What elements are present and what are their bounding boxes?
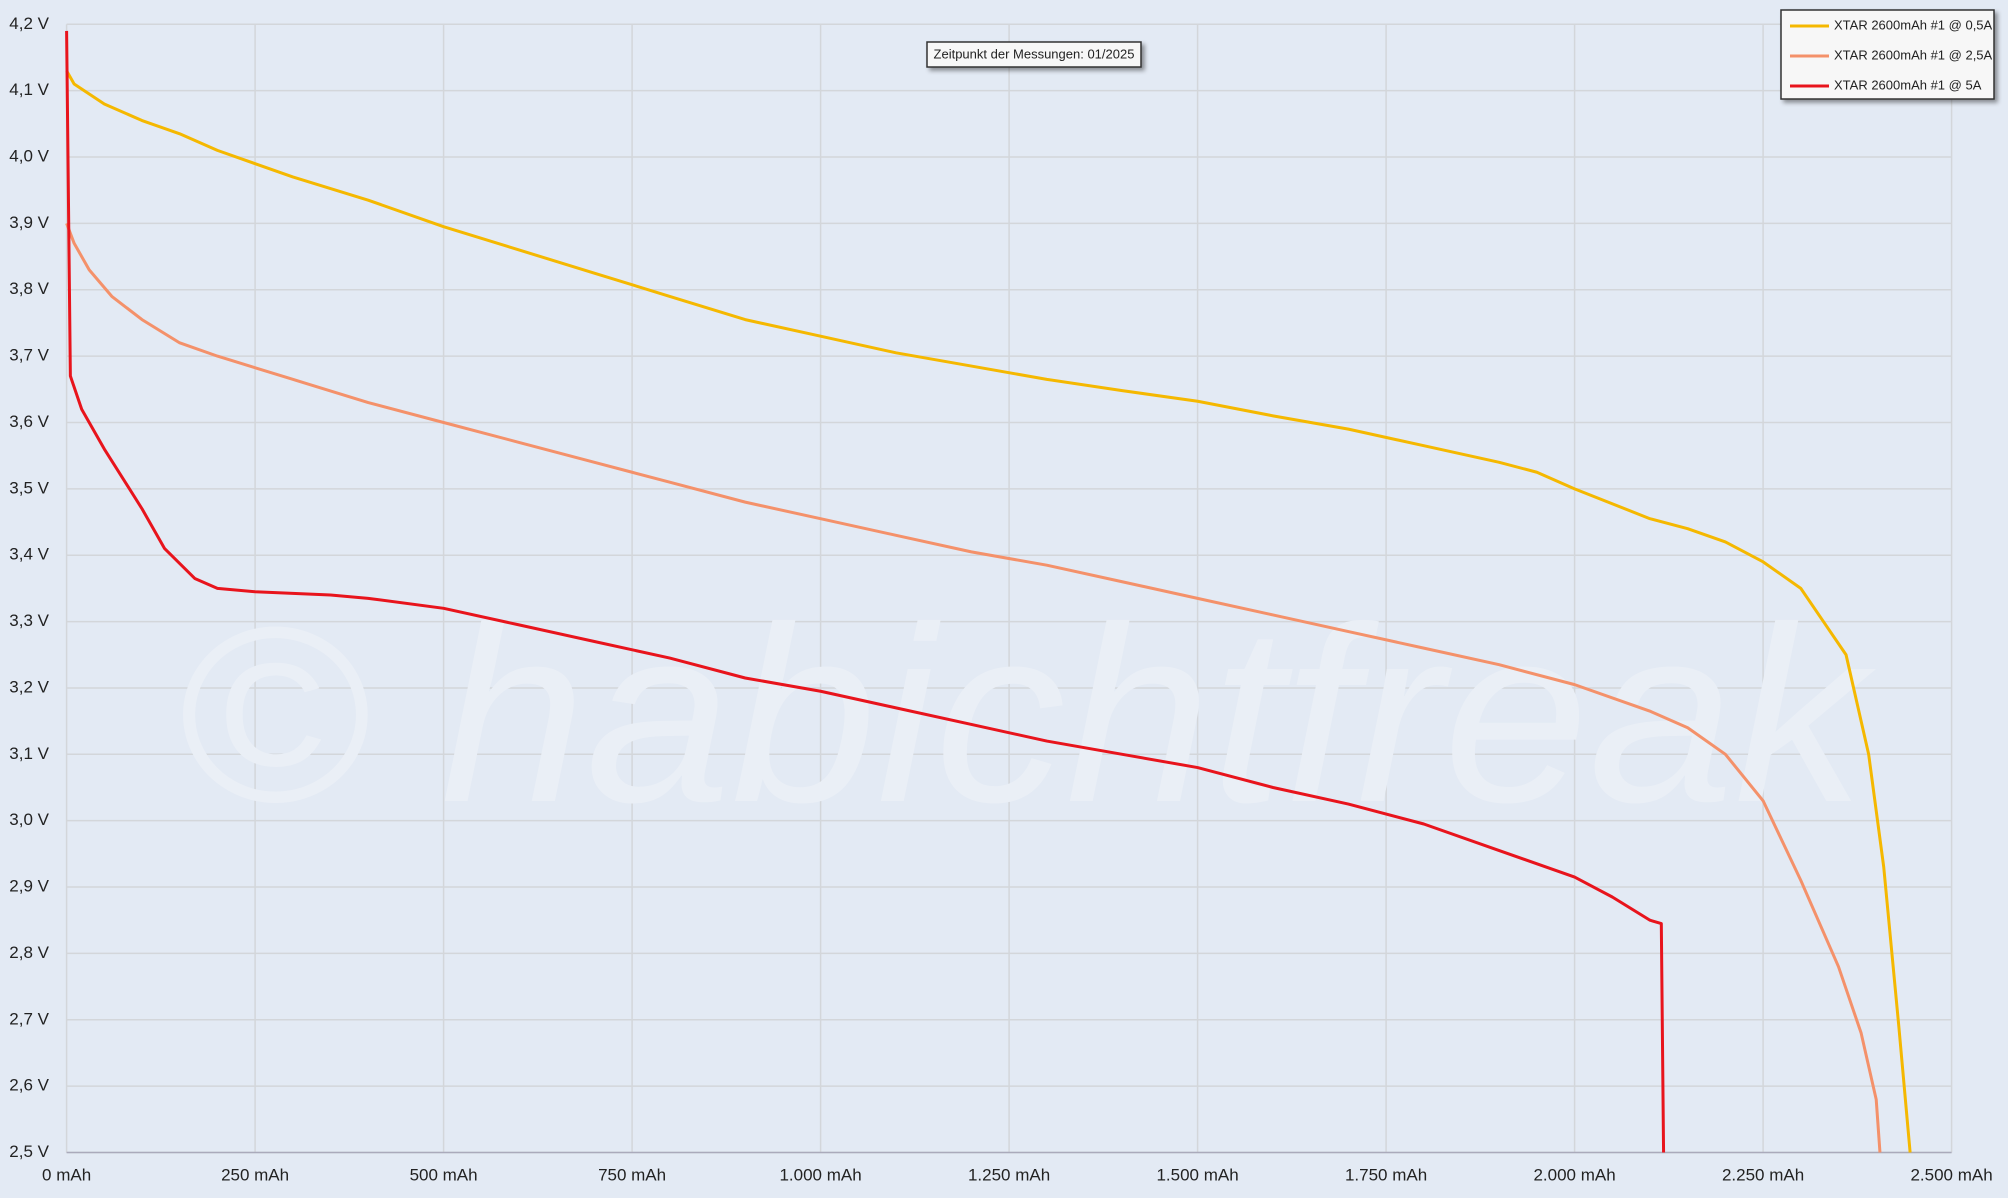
y-tick-label: 2,6 V	[9, 1076, 49, 1095]
x-tick-label: 0 mAh	[42, 1165, 91, 1184]
y-tick-label: 2,7 V	[9, 1009, 49, 1028]
y-tick-label: 4,0 V	[9, 147, 49, 166]
y-tick-label: 3,1 V	[9, 744, 49, 763]
x-tick-label: 1.250 mAh	[968, 1165, 1050, 1184]
series-line	[65, 222, 1882, 1153]
y-tick-label: 3,3 V	[9, 611, 49, 630]
watermark: © habichtfreak	[175, 575, 1876, 854]
y-tick-label: 4,2 V	[9, 14, 49, 33]
legend: XTAR 2600mAh #1 @ 0,5A XTAR 2600mAh #1 @ …	[1790, 17, 1993, 92]
y-tick-label: 3,9 V	[9, 213, 49, 232]
annotation-box	[926, 41, 1142, 68]
labels: 2,5 V 2,6 V 2,7 V 2,8 V 2,9 V 3,0 V 3,1 V 3,2 V…	[9, 14, 1992, 1185]
y-tick-label: 3,5 V	[9, 478, 49, 497]
x-tick-label: 2.000 mAh	[1533, 1165, 1615, 1184]
x-tick-label: 1.000 mAh	[779, 1165, 861, 1184]
y-tick-label: 3,8 V	[9, 279, 49, 298]
legend-label: XTAR 2600mAh #1 @ 0,5A	[1834, 17, 1993, 32]
y-tick-label: 3,2 V	[9, 677, 49, 696]
x-tick-label: 2.500 mAh	[1910, 1165, 1992, 1184]
x-tick-label: 1.750 mAh	[1345, 1165, 1427, 1184]
y-tick-label: 3,4 V	[9, 545, 49, 564]
y-tick-label: 4,1 V	[9, 80, 49, 99]
series-line	[65, 30, 1666, 1153]
y-tick-label: 3,0 V	[9, 810, 49, 829]
lines	[65, 30, 1912, 1153]
grid	[65, 23, 1953, 1154]
y-tick-label: 3,6 V	[9, 412, 49, 431]
x-tick-label: 1.500 mAh	[1156, 1165, 1238, 1184]
x-tick-label: 750 mAh	[598, 1165, 666, 1184]
x-tick-label: 500 mAh	[410, 1165, 478, 1184]
y-tick-label: 2,9 V	[9, 877, 49, 896]
y-tick-label: 2,5 V	[9, 1142, 49, 1161]
y-tick-label: 3,7 V	[9, 346, 49, 365]
x-tick-label: 2.250 mAh	[1722, 1165, 1804, 1184]
x-tick-label: 250 mAh	[221, 1165, 289, 1184]
legend-label: XTAR 2600mAh #1 @ 2,5A	[1834, 47, 1993, 62]
series-line	[65, 70, 1912, 1153]
y-tick-label: 2,8 V	[9, 943, 49, 962]
annotation: Zeitpunkt der Messungen: 01/2025	[934, 46, 1135, 61]
legend-label: XTAR 2600mAh #1 @ 5A	[1834, 77, 1982, 92]
